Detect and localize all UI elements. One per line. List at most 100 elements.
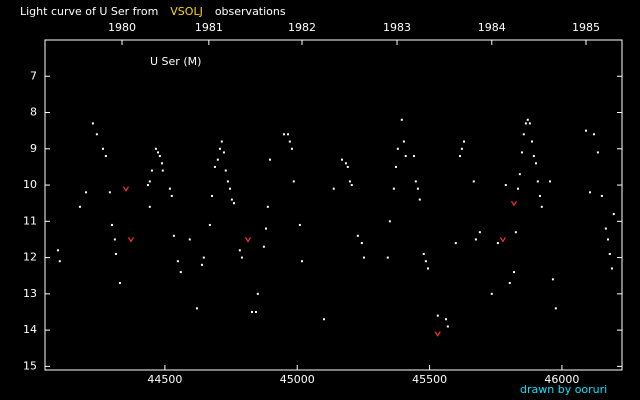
point [179, 271, 182, 274]
point [400, 118, 403, 121]
point [265, 227, 268, 230]
y-tick-label: 14 [23, 323, 37, 336]
point [606, 238, 609, 241]
point [592, 133, 595, 136]
footer: drawn by ooruri [520, 383, 607, 396]
y-tick-label: 11 [23, 214, 37, 227]
point [85, 191, 88, 194]
point [426, 267, 429, 270]
point [158, 155, 161, 158]
point [460, 147, 463, 150]
y-tick-label: 8 [30, 106, 37, 119]
point [585, 129, 588, 132]
point [213, 165, 216, 168]
point [222, 151, 225, 154]
point [554, 307, 557, 310]
point [508, 281, 511, 284]
point [490, 292, 493, 295]
point [472, 180, 475, 183]
point [513, 271, 516, 274]
title-part: VSOLJ [170, 5, 203, 18]
point [157, 151, 160, 154]
point [534, 162, 537, 165]
point [388, 220, 391, 223]
point [394, 165, 397, 168]
point [220, 140, 223, 143]
point [360, 242, 363, 245]
point [340, 158, 343, 161]
point [238, 249, 241, 252]
point [516, 187, 519, 190]
point [101, 147, 104, 150]
point [150, 169, 153, 172]
point [298, 223, 301, 226]
point [188, 238, 191, 241]
point [268, 158, 271, 161]
point [58, 260, 61, 263]
point [148, 205, 151, 208]
point [422, 252, 425, 255]
x-tick-label: 45000 [280, 373, 315, 386]
point [250, 310, 253, 313]
year-tick-label: 1983 [383, 21, 411, 34]
y-tick-label: 9 [30, 142, 37, 155]
point [344, 162, 347, 165]
point [462, 140, 465, 143]
title-part: Light curve of U Ser from [20, 5, 158, 18]
y-tick-label: 12 [23, 251, 37, 264]
point [418, 198, 421, 201]
point [154, 147, 157, 150]
point [588, 191, 591, 194]
point [551, 278, 554, 281]
point [226, 180, 229, 183]
point [254, 310, 257, 313]
point [348, 180, 351, 183]
point [78, 205, 81, 208]
point [446, 325, 449, 328]
title-part: observations [215, 5, 286, 18]
point [332, 187, 335, 190]
year-tick-label: 1982 [288, 21, 316, 34]
point [362, 256, 365, 259]
point [414, 180, 417, 183]
point [538, 194, 541, 197]
point [518, 173, 521, 176]
title: Light curve of U Ser from VSOLJ observatio… [20, 5, 286, 18]
year-tick-label: 1981 [195, 21, 223, 34]
x-tick-label: 44500 [147, 373, 182, 386]
point [56, 249, 59, 252]
point [532, 155, 535, 158]
point [208, 223, 211, 226]
point [596, 151, 599, 154]
point [114, 252, 117, 255]
point [104, 155, 107, 158]
point [229, 187, 232, 190]
point [402, 140, 405, 143]
point [536, 180, 539, 183]
point [202, 256, 205, 259]
x-tick-label: 46000 [544, 373, 579, 386]
point [172, 234, 175, 237]
point [610, 267, 613, 270]
point [459, 155, 462, 158]
point [604, 227, 607, 230]
point [434, 331, 441, 337]
point [600, 194, 603, 197]
point [286, 133, 289, 136]
y-tick-label: 10 [23, 178, 37, 191]
point [148, 180, 151, 183]
point [412, 155, 415, 158]
point [176, 260, 179, 263]
point [290, 147, 293, 150]
point [504, 184, 507, 187]
point [436, 314, 439, 317]
y-tick-label: 13 [23, 287, 37, 300]
point [218, 147, 221, 150]
point [474, 238, 477, 241]
year-tick-label: 1985 [572, 21, 600, 34]
point [496, 242, 499, 245]
point [549, 180, 552, 183]
point [161, 169, 164, 172]
point [404, 155, 407, 158]
